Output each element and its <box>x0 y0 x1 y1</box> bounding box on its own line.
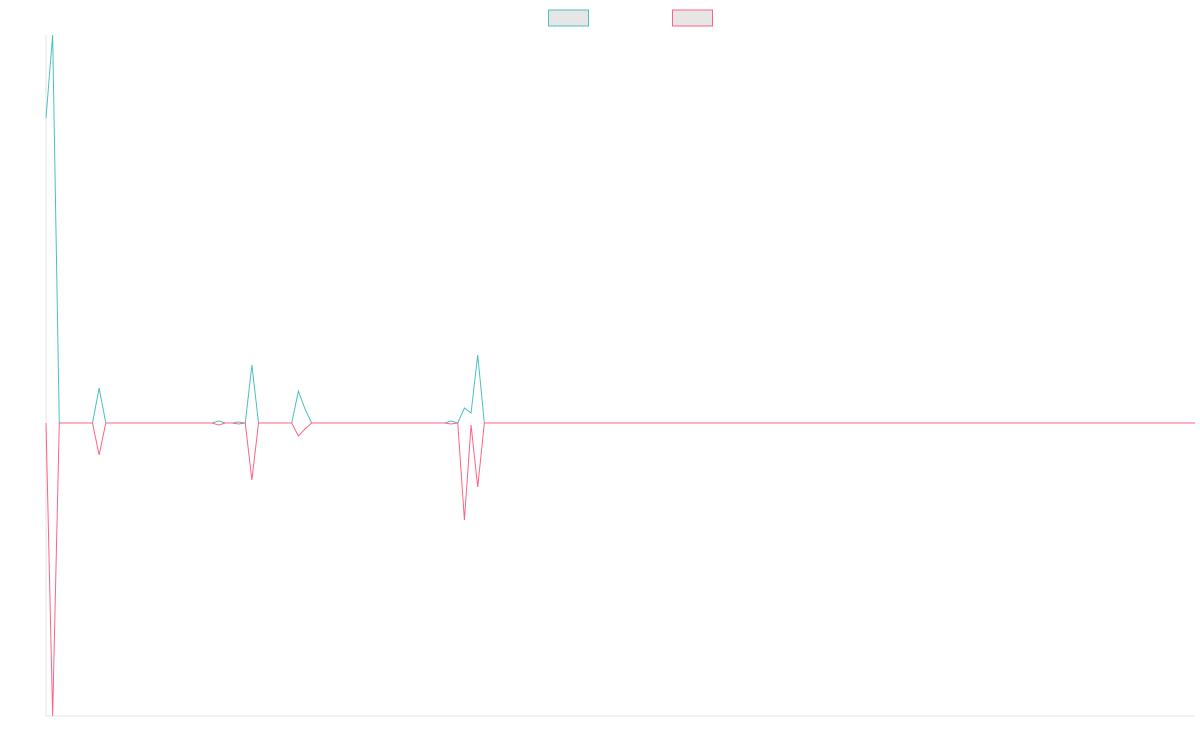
legend-swatch <box>548 9 589 27</box>
series-line <box>45 34 1195 424</box>
legend-swatch <box>672 9 713 27</box>
series-line <box>45 422 1195 717</box>
